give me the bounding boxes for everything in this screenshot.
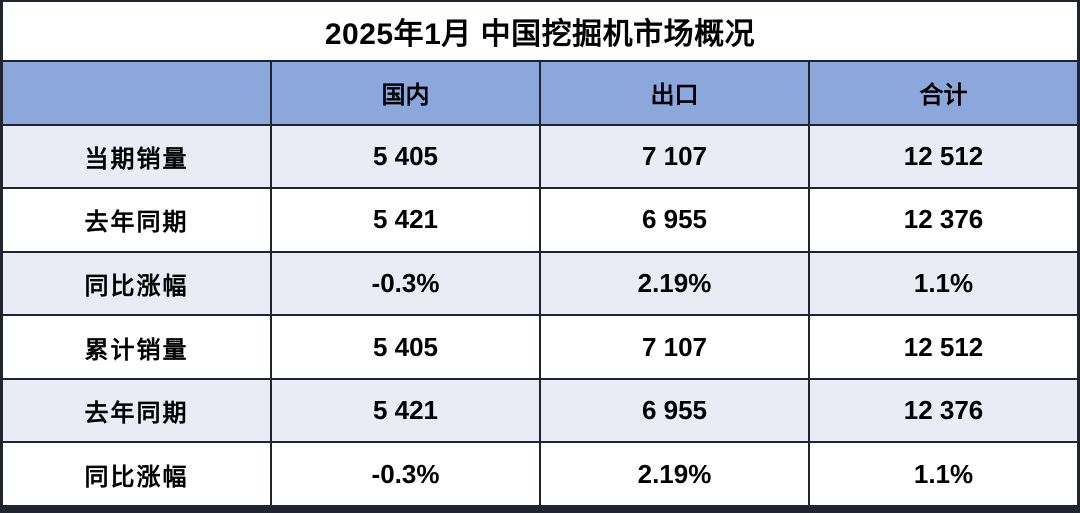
cell-export: 7 107 (541, 316, 810, 378)
cell-total: 12 512 (903, 140, 984, 171)
cell-total: 12 376 (903, 204, 984, 235)
cell-total: 12 512 (903, 331, 984, 362)
cell-total: 1.1% (913, 458, 974, 489)
cell-domestic: 5 421 (272, 189, 541, 251)
cell-domestic: -0.3% (272, 443, 541, 506)
table-row-current-sales: 当期销量 5 405 7 107 12 512 (3, 125, 1077, 190)
table-row-yoy-change-cumulative: 同比涨幅 -0.3% 2.19% 1.1% (3, 443, 1077, 506)
cell-total: 12 376 (903, 395, 984, 426)
cell-export: 2.19% (541, 252, 810, 315)
table-row-cumulative-sales: 累计销量 5 405 7 107 12 512 (3, 316, 1077, 380)
cell-domestic: -0.3% (272, 252, 541, 315)
table-row-yoy-change: 同比涨幅 -0.3% 2.19% 1.1% (3, 252, 1077, 317)
cell-export: 6 955 (541, 189, 810, 251)
row-label: 同比涨幅 (3, 252, 272, 315)
row-label: 同比涨幅 (3, 443, 272, 506)
table-row-last-year-same-period-cumulative: 去年同期 5 421 6 955 12 376 (3, 379, 1077, 444)
header-cell-export: 出口 (541, 62, 810, 124)
cell-export: 6 955 (541, 379, 810, 442)
table-header-row: 国内 出口 合计 (3, 62, 1077, 126)
cell-domestic: 5 405 (272, 125, 541, 188)
header-cell-empty (3, 62, 272, 124)
table-title-row: 2025年1月 中国挖掘机市场概况 (3, 2, 1077, 62)
cell-domestic: 5 405 (272, 316, 541, 378)
cell-domestic: 5 421 (272, 379, 541, 442)
cell-total: 1.1% (913, 268, 974, 299)
table-row-last-year-same-period: 去年同期 5 421 6 955 12 376 (3, 189, 1077, 253)
cell-export: 2.19% (541, 443, 810, 506)
row-label: 当期销量 (3, 125, 272, 188)
cell-export: 7 107 (541, 125, 810, 188)
header-cell-domestic: 国内 (272, 62, 541, 124)
row-label: 去年同期 (3, 379, 272, 442)
row-label: 累计销量 (3, 316, 272, 378)
header-cell-total: 合计 (919, 82, 968, 110)
row-label: 去年同期 (3, 189, 272, 251)
table-title: 2025年1月 中国挖掘机市场概况 (324, 18, 756, 51)
